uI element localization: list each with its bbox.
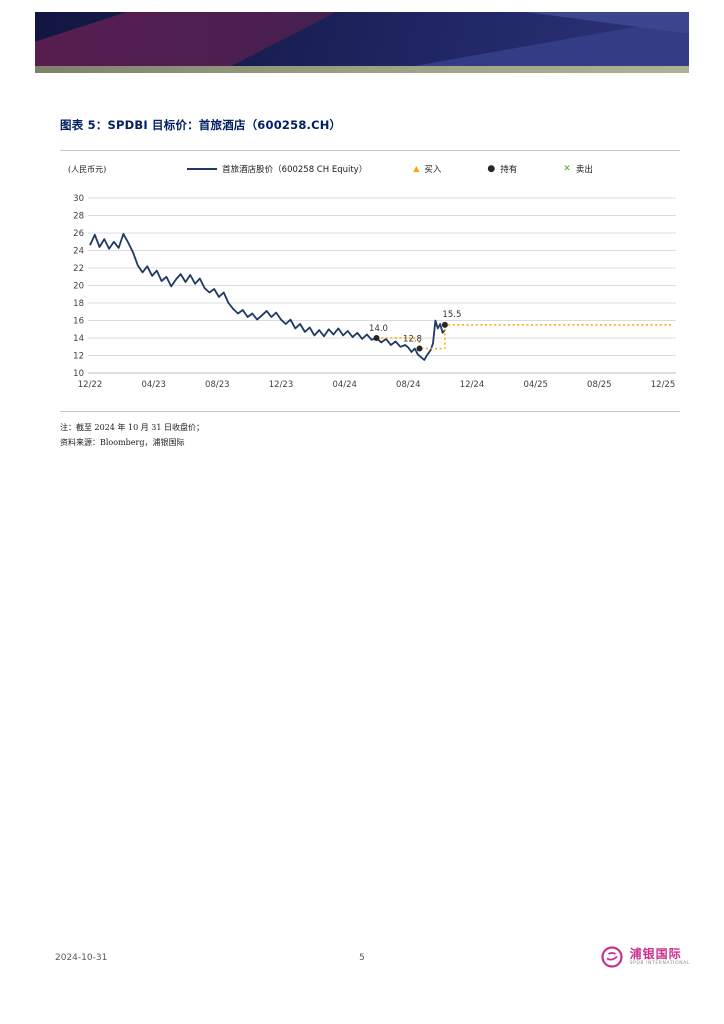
svg-text:10: 10 — [73, 369, 84, 379]
svg-text:04/23: 04/23 — [141, 380, 166, 390]
svg-text:20: 20 — [73, 282, 84, 292]
figure-title: 图表 5：SPDBI 目标价：首旅酒店（600258.CH） — [60, 118, 342, 132]
footer-date: 2024-10-31 — [55, 953, 108, 963]
svg-text:14: 14 — [73, 334, 84, 344]
svg-text:30: 30 — [73, 194, 84, 204]
svg-text:08/23: 08/23 — [205, 380, 230, 390]
page-number: 5 — [359, 953, 365, 963]
banner-olive-strip — [35, 66, 689, 73]
svg-text:16: 16 — [73, 317, 84, 327]
svg-text:12/22: 12/22 — [78, 380, 103, 390]
legend-hold-label: 持有 — [500, 165, 518, 175]
svg-text:04/24: 04/24 — [332, 380, 357, 390]
price-chart: 10 12 14 16 18 20 22 24 26 28 30 12/22 04/23 08/23 12/… — [73, 194, 676, 390]
note-line-2: 资料来源：Bloomberg，浦银国际 — [60, 438, 185, 447]
svg-text:12: 12 — [73, 352, 84, 362]
page-footer: 2024-10-31 5 浦银国际 SPDB INTERNATIONAL — [0, 943, 724, 987]
legend-hold: ● 持有 — [487, 163, 517, 175]
chart-notes: 注：截至 2024 年 10 月 31 日收盘价； 资料来源：Bloomberg… — [60, 420, 204, 450]
svg-text:08/25: 08/25 — [587, 380, 612, 390]
logo-chinese: 浦银国际 — [629, 946, 682, 961]
legend-series-label: 首旅酒店股价（600258 CH Equity） — [222, 165, 368, 175]
hold-dot-icon: ● — [487, 163, 496, 174]
buy-triangle-icon: ▲ — [413, 164, 420, 173]
header-banner-graphic — [35, 12, 689, 73]
svg-text:12.8: 12.8 — [403, 335, 422, 345]
svg-text:12/24: 12/24 — [460, 380, 485, 390]
sell-cross-icon: ✕ — [563, 163, 571, 174]
y-axis-unit-label: (人民币元) — [68, 165, 107, 174]
legend-sell: ✕ 卖出 — [563, 163, 593, 175]
svg-text:12/25: 12/25 — [651, 380, 676, 390]
logo-english: SPDB INTERNATIONAL — [629, 961, 690, 967]
price-chart-box: (人民币元) 首旅酒店股价（600258 CH Equity） ▲ 买入 ● 持… — [60, 150, 680, 412]
svg-text:24: 24 — [73, 247, 84, 257]
price-line-swatch — [187, 168, 218, 170]
spdbi-logo-icon — [600, 946, 623, 968]
svg-text:14.0: 14.0 — [369, 324, 388, 334]
chart-legend: 首旅酒店股价（600258 CH Equity） ▲ 买入 ● 持有 ✕ 卖出 — [120, 163, 660, 175]
svg-text:04/25: 04/25 — [523, 380, 548, 390]
svg-text:12/23: 12/23 — [269, 380, 294, 390]
legend-buy: ▲ 买入 — [413, 163, 442, 176]
note-line-1: 注：截至 2024 年 10 月 31 日收盘价； — [60, 423, 204, 432]
svg-text:26: 26 — [73, 229, 84, 239]
svg-text:22: 22 — [73, 264, 84, 274]
legend-series: 首旅酒店股价（600258 CH Equity） — [187, 163, 367, 175]
svg-text:18: 18 — [73, 299, 84, 309]
svg-text:28: 28 — [73, 212, 84, 222]
legend-buy-label: 买入 — [424, 165, 442, 175]
legend-sell-label: 卖出 — [575, 165, 593, 175]
svg-text:15.5: 15.5 — [442, 310, 461, 320]
svg-text:08/24: 08/24 — [396, 380, 421, 390]
spdbi-logo-text: 浦银国际 SPDB INTERNATIONAL — [629, 946, 690, 967]
spdbi-logo: 浦银国际 SPDB INTERNATIONAL — [600, 945, 690, 969]
